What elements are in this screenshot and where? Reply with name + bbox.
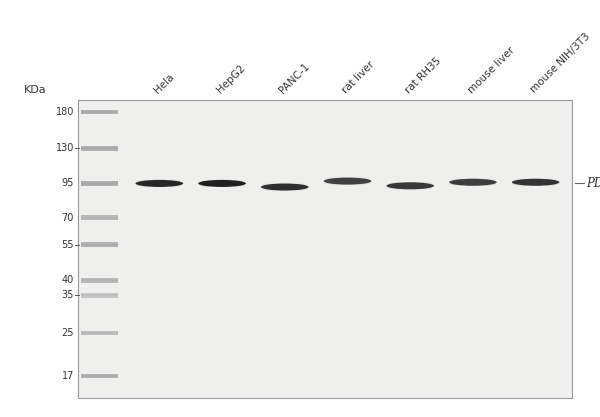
- Ellipse shape: [513, 183, 558, 186]
- Ellipse shape: [512, 179, 559, 186]
- Bar: [81, 146, 118, 151]
- Text: mouse NIH/3T3: mouse NIH/3T3: [529, 32, 592, 95]
- Ellipse shape: [199, 180, 245, 183]
- Ellipse shape: [325, 181, 370, 185]
- Text: rat liver: rat liver: [340, 59, 376, 95]
- Bar: [81, 278, 118, 283]
- Text: PANC-1: PANC-1: [278, 61, 312, 95]
- Ellipse shape: [262, 187, 307, 191]
- Text: PDCD6IP: PDCD6IP: [586, 177, 600, 190]
- Bar: [81, 216, 118, 220]
- Text: 180: 180: [56, 107, 74, 117]
- Text: mouse liver: mouse liver: [466, 45, 516, 95]
- Ellipse shape: [198, 180, 246, 187]
- Text: KDa: KDa: [23, 85, 46, 95]
- Text: 55: 55: [62, 240, 74, 250]
- Bar: [81, 244, 118, 246]
- Ellipse shape: [199, 184, 245, 187]
- Bar: [81, 293, 118, 298]
- Ellipse shape: [388, 182, 433, 186]
- Ellipse shape: [513, 178, 558, 182]
- Ellipse shape: [137, 180, 182, 183]
- Ellipse shape: [450, 178, 496, 182]
- Text: rat RH35: rat RH35: [403, 55, 443, 95]
- Ellipse shape: [136, 180, 183, 187]
- Text: 35: 35: [62, 290, 74, 300]
- Text: Hela: Hela: [152, 71, 176, 95]
- Ellipse shape: [323, 178, 371, 185]
- Text: 70: 70: [62, 213, 74, 223]
- Ellipse shape: [450, 183, 496, 186]
- Bar: [81, 242, 118, 247]
- Ellipse shape: [137, 184, 182, 187]
- Ellipse shape: [386, 182, 434, 189]
- Text: 40: 40: [62, 275, 74, 285]
- Ellipse shape: [449, 179, 497, 186]
- Bar: [81, 294, 118, 296]
- Ellipse shape: [261, 183, 308, 191]
- Bar: [78, 100, 572, 398]
- Bar: [81, 111, 118, 113]
- Bar: [81, 331, 118, 335]
- Bar: [81, 279, 118, 281]
- Bar: [81, 181, 118, 186]
- Text: HepG2: HepG2: [215, 63, 247, 95]
- Text: 25: 25: [62, 328, 74, 338]
- Bar: [81, 216, 118, 219]
- Ellipse shape: [388, 186, 433, 190]
- Text: 95: 95: [62, 178, 74, 188]
- Bar: [81, 147, 118, 149]
- Bar: [81, 374, 118, 379]
- Bar: [81, 182, 118, 185]
- Text: 130: 130: [56, 143, 74, 153]
- Ellipse shape: [325, 177, 370, 181]
- Text: 17: 17: [62, 371, 74, 381]
- Bar: [81, 110, 118, 114]
- Bar: [81, 332, 118, 334]
- Bar: [81, 375, 118, 377]
- Ellipse shape: [262, 183, 307, 187]
